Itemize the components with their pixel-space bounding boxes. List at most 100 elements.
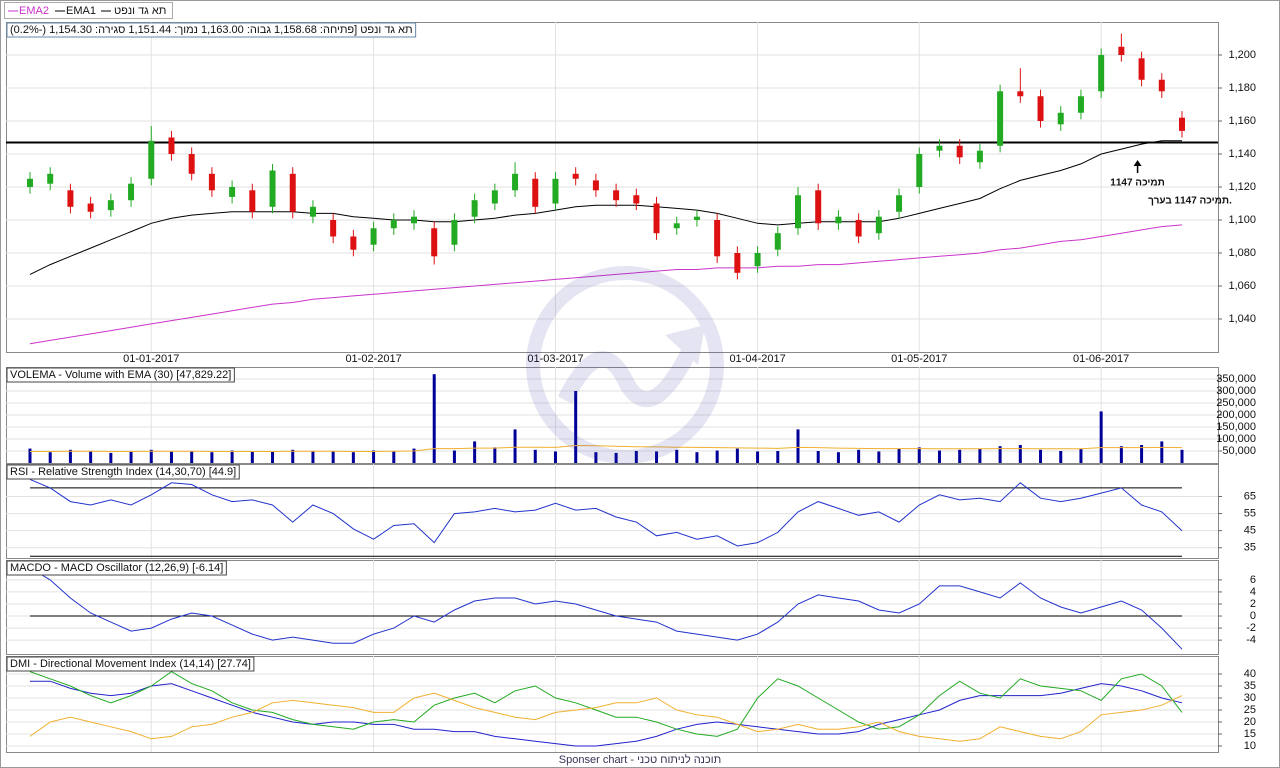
volume-bar: [937, 450, 941, 463]
candle-body: [370, 228, 377, 245]
candle-body: [855, 220, 862, 237]
volume-bar: [1039, 449, 1043, 463]
volume-bar: [978, 448, 982, 463]
volume-bar: [432, 374, 436, 463]
candle-body: [956, 145, 963, 158]
panel-title-box: [6, 560, 227, 576]
legend-label: תא גד ונפט: [114, 5, 166, 17]
candle-body: [451, 220, 458, 245]
panel-frame: [6, 656, 1219, 753]
candle-body: [249, 190, 256, 212]
volume-bar: [897, 448, 901, 463]
candle-body: [1118, 46, 1125, 55]
series-line: [30, 444, 1183, 452]
candle-body: [471, 200, 478, 217]
volume-bar: [68, 449, 72, 463]
candle-body: [1158, 79, 1165, 92]
panel-title-box: [6, 367, 235, 383]
panel-title-box: [6, 656, 255, 672]
panel: 35 45 55 65 RSI - Relative Strength Index (1…: [6, 464, 1256, 559]
volume-bar: [836, 452, 840, 463]
legend-label: EMA1: [66, 5, 96, 17]
volume-bar: [816, 451, 820, 463]
volume-bar: [695, 452, 699, 463]
y-tick-label: 65: [1244, 490, 1256, 502]
y-tick-label: 1,100: [1228, 214, 1256, 226]
candle-body: [67, 190, 74, 207]
volume-bar: [655, 451, 659, 463]
candle-body: [1138, 58, 1145, 80]
volume-bar: [250, 451, 254, 463]
watermark: [526, 266, 724, 464]
candle-body: [673, 223, 680, 229]
panel-title: VOLEMA - Volume with EMA (30) [47,829.22…: [10, 369, 231, 381]
volume-bar: [877, 451, 881, 463]
candle-body: [532, 178, 539, 207]
candle-body: [1077, 96, 1084, 113]
volume-bar: [917, 447, 921, 463]
y-tick-label: 1,040: [1228, 313, 1256, 325]
panel: 1,040 1,060 1,080 1,100 1,120 1,140 1,160 1,180…: [6, 22, 1256, 365]
volume-bar: [149, 449, 153, 463]
watermark-arrow: [557, 346, 698, 408]
candle-body: [229, 187, 236, 197]
y-tick-label: -4: [1246, 634, 1256, 646]
volume-bar: [392, 451, 396, 463]
volume-bar: [756, 451, 760, 463]
y-tick-label: 30: [1244, 692, 1256, 704]
candle-body: [613, 190, 620, 201]
y-tick-label: 1,080: [1228, 247, 1256, 259]
candle-body: [47, 173, 54, 184]
watermark-ring: [526, 266, 724, 464]
candle-body: [390, 220, 397, 229]
y-tick-label: 1,180: [1228, 82, 1256, 94]
y-tick-label: 1,120: [1228, 181, 1256, 193]
y-tick-label: 55: [1244, 507, 1256, 519]
candle-body: [289, 173, 296, 212]
volume-bar: [574, 391, 578, 463]
volume-bar: [634, 451, 638, 463]
x-tick-label: 01-05-2017: [891, 353, 947, 365]
panel-title: תא גד ונפט [פתיחה: 1,158.68 גבוה: 1,163.…: [10, 24, 413, 36]
candle-body: [997, 91, 1004, 146]
candle-body: [512, 173, 519, 191]
volume-bar: [493, 447, 497, 463]
volume-bar: [169, 451, 173, 463]
volume-bar: [190, 451, 194, 463]
panel-title-box: [6, 22, 417, 38]
x-tick-label: 01-02-2017: [345, 353, 401, 365]
volume-bar: [614, 452, 618, 463]
y-tick-label: 0: [1250, 610, 1256, 622]
volume-bar: [210, 452, 214, 463]
series-line: [29, 567, 1183, 650]
candle-body: [330, 220, 337, 237]
candle-body: [592, 180, 599, 191]
volume-bar: [271, 451, 275, 463]
candle-body: [875, 216, 882, 234]
volume-bar: [351, 452, 355, 463]
panel-frame: [6, 464, 1219, 559]
volume-bar: [372, 450, 376, 463]
candle-body: [148, 140, 155, 179]
y-tick-label: 100,000: [1216, 433, 1256, 445]
panel-frame: [6, 560, 1219, 655]
annotation-arrowhead: [1133, 160, 1142, 166]
panel-title-box: [6, 464, 240, 480]
candle-body: [87, 203, 94, 212]
y-tick-label: 6: [1250, 574, 1256, 586]
y-tick-label: 20: [1244, 716, 1256, 728]
series-line: [29, 478, 1183, 547]
candle-body: [107, 200, 114, 211]
candle-body: [795, 195, 801, 229]
series-line: [29, 692, 1183, 742]
legend: EMA2 EMA1 תא גד ונפט: [4, 2, 173, 19]
y-tick-label: 35: [1244, 542, 1256, 554]
candle-body: [936, 145, 943, 151]
y-tick-label: 1,140: [1228, 148, 1256, 160]
legend-label: EMA2: [19, 5, 49, 17]
y-tick-label: 45: [1244, 525, 1256, 537]
legend-box: [4, 2, 173, 19]
footer: Sponser chart - תוכנה לניתוח טכני: [559, 753, 721, 766]
